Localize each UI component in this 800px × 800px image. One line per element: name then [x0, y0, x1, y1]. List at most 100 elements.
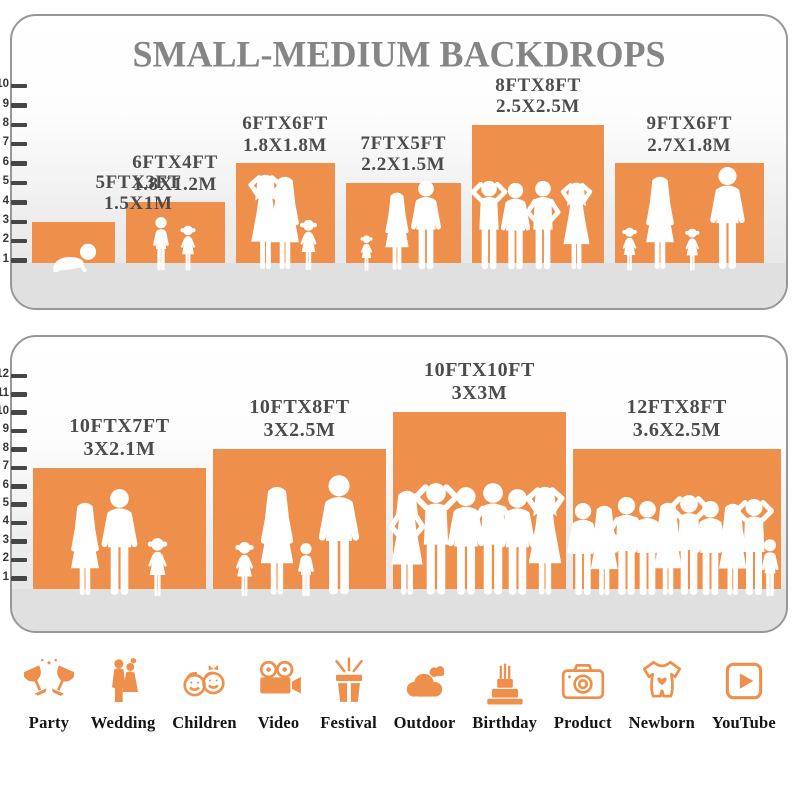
backdrop-bar-10ftx10ft — [393, 412, 566, 589]
axis-tick-number: 6 — [2, 155, 9, 168]
axis-tick-mark — [11, 410, 27, 415]
backdrop-size-label: 6FTX4FT 1.8X1.2M — [60, 152, 290, 195]
person-silhouette-icon — [684, 227, 701, 272]
axis-tick-number: 10 — [0, 404, 9, 417]
backdrop-bar-5ftx3ft — [32, 221, 115, 264]
person-silhouette-icon — [146, 536, 169, 598]
axis-tick-number: 1 — [2, 252, 9, 265]
outdoor-icon — [406, 666, 444, 697]
axis-tick-number: 4 — [2, 515, 9, 528]
backdrop-bar-7ftx5ft — [345, 183, 461, 263]
axis-tick-number: 7 — [2, 136, 9, 149]
axis-tick-mark — [11, 258, 27, 263]
axis-tick-number: 2 — [2, 233, 9, 246]
chart-title: SMALL-MEDIUM BACKDROPS — [132, 33, 666, 75]
axis-tick-mark — [11, 373, 27, 379]
person-silhouette-icon — [179, 224, 197, 272]
axis-tick-number: 8 — [2, 441, 9, 454]
axis-tick-number: 5 — [2, 496, 9, 509]
backdrop-size-m-label: 3X2.1M — [83, 437, 156, 460]
floor-area — [12, 263, 786, 308]
backdrop-size-ft-label: 6FTX6FT — [242, 113, 328, 135]
axis-tick-mark — [11, 392, 27, 397]
category-label: Video — [257, 713, 300, 732]
floor-area — [12, 589, 786, 631]
axis-tick-number: 5 — [2, 175, 9, 188]
axis-tick-number: 7 — [2, 460, 9, 473]
person-silhouette-icon — [46, 242, 104, 272]
axis-tick-number: 9 — [2, 423, 9, 436]
axis-tick-number: 1 — [2, 570, 9, 583]
axis-tick-number: 6 — [2, 478, 9, 491]
person-silhouette-icon — [403, 180, 449, 272]
category-label: YouTube — [711, 713, 776, 732]
category-icons-row: Party Wedding Children Video Festival Outdoor… — [0, 656, 800, 766]
category-label: Children — [172, 713, 237, 732]
backdrop-bar-10ftx7ft — [33, 467, 206, 589]
axis-tick-mark — [11, 539, 27, 544]
backdrop-size-ft-label: 10FTX8FT — [249, 396, 350, 419]
category-festival: Festival — [320, 656, 377, 733]
newborn-icon — [642, 660, 681, 698]
person-silhouette-icon — [153, 215, 169, 272]
backdrop-size-m-label: 2.7X1.8M — [647, 134, 732, 156]
backdrop-size-m-label: 3.6X2.5M — [632, 419, 721, 442]
backdrop-size-m-label: 1.8X1.8M — [243, 134, 327, 156]
party-icon — [24, 658, 74, 696]
backdrop-size-m-label: 3X2.5M — [263, 419, 336, 442]
category-label: Outdoor — [393, 713, 456, 732]
category-outdoor: Outdoor — [394, 656, 456, 733]
axis-tick-number: 9 — [2, 97, 9, 110]
category-birthday: Birthday — [472, 656, 537, 733]
axis-tick-mark — [11, 122, 27, 128]
backdrop-size-label: 8FTX8FT 2.5X2.5M — [423, 75, 653, 118]
axis-tick-number: 4 — [2, 194, 9, 207]
backdrop-size-label: 9FTX6FT 2.7X1.8M — [574, 113, 800, 156]
person-silhouette-icon — [308, 474, 370, 598]
backdrop-bar-6ftx6ft — [235, 163, 335, 272]
category-product: Product — [554, 656, 612, 733]
backdrop-bar-12ftx8ft — [573, 449, 781, 589]
backdrop-size-ft-label: 10FTX10FT — [424, 359, 535, 382]
category-label: Festival — [320, 713, 377, 732]
axis-tick-number: 12 — [0, 368, 9, 381]
youtube-icon — [725, 662, 763, 700]
backdrop-size-label: 10FTX7FT 3X2.1M — [5, 415, 235, 461]
backdrop-size-ft-label: 12FTX8FT — [626, 396, 727, 419]
backdrop-size-m-label: 2.5X2.5M — [496, 96, 580, 117]
axis-tick-mark — [11, 161, 27, 166]
backdrop-size-label: 12FTX8FT 3.6X2.5M — [562, 396, 792, 442]
person-silhouette-icon — [299, 218, 319, 272]
backdrop-size-label: 10FTX10FT 3X3M — [365, 359, 595, 405]
backdrop-bar-6ftx4ft — [125, 202, 225, 272]
axis-tick-number: 2 — [2, 552, 9, 565]
category-wedding: Wedding — [91, 656, 156, 733]
axis-tick-mark — [11, 428, 27, 434]
axis-tick-number: 10 — [0, 78, 9, 91]
category-newborn: Newborn — [629, 656, 695, 733]
axis-tick-mark — [11, 576, 27, 581]
axis-tick-mark — [11, 557, 27, 563]
large-chart-panel: 12345678910111210FTX7FT3X2.1M10FTX8FT3X2… — [0, 335, 788, 633]
axis-tick-mark — [11, 520, 27, 526]
axis-tick-number: 11 — [0, 386, 9, 399]
category-video: Video — [254, 656, 304, 733]
birthday-icon — [486, 663, 523, 705]
category-label: Party — [28, 713, 70, 732]
backdrop-size-m-label: 2.2X1.5M — [361, 154, 446, 176]
axis-tick-mark — [11, 447, 27, 452]
category-label: Wedding — [90, 713, 156, 732]
backdrop-size-m-label: 1.5X1M — [103, 193, 173, 214]
category-label: Product — [553, 713, 612, 732]
backdrop-size-m-label: 3X3M — [451, 382, 508, 405]
axis-tick-mark — [11, 502, 27, 507]
axis-tick-number: 3 — [2, 533, 9, 546]
backdrop-size-ft-label: 10FTX7FT — [69, 414, 170, 437]
product-icon — [561, 664, 605, 700]
person-silhouette-icon — [359, 234, 374, 272]
person-silhouette-icon — [701, 166, 754, 272]
axis-tick-mark — [11, 219, 27, 225]
backdrop-bar-9ftx6ft — [615, 163, 764, 263]
backdrop-size-label: 6FTX6FT 1.8X1.8M — [170, 113, 400, 156]
